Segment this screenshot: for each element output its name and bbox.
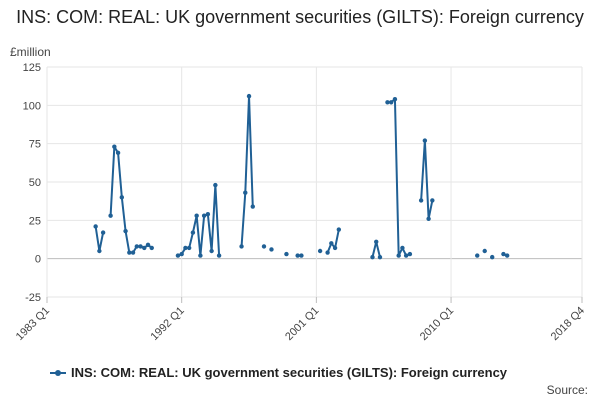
data-point[interactable]	[336, 227, 342, 232]
y-axis-ticks: -25 0 25 50 75 100 125	[23, 62, 41, 304]
y-tick-label: 25	[29, 215, 41, 227]
x-tick-label: 2018 Q4	[549, 305, 587, 343]
data-point[interactable]	[127, 250, 132, 255]
data-point[interactable]	[123, 228, 128, 234]
y-tick-label: 0	[35, 254, 41, 266]
data-point[interactable]	[179, 251, 184, 257]
series-line	[109, 145, 153, 254]
series-line	[94, 226, 105, 252]
data-point[interactable]	[93, 224, 98, 229]
data-point[interactable]	[175, 253, 181, 258]
series-line	[387, 98, 411, 257]
data-point[interactable]	[119, 195, 125, 200]
data-point[interactable]	[97, 248, 102, 254]
y-tick-label: 50	[29, 177, 41, 189]
series-line	[371, 240, 381, 258]
y-tick-label: 125	[23, 62, 41, 74]
data-point[interactable]	[385, 100, 390, 105]
x-tick-label: 2010 Q1	[418, 305, 456, 343]
y-axis-label: £million	[10, 45, 51, 59]
data-point[interactable]	[396, 253, 401, 258]
data-point[interactable]	[198, 253, 203, 258]
series-line	[240, 95, 254, 247]
x-tick-label: 1992 Q1	[148, 305, 186, 343]
data-point[interactable]	[430, 198, 435, 203]
data-point[interactable]	[504, 253, 510, 258]
legend-label: INS: COM: REAL: UK government securities…	[71, 365, 508, 380]
data-point[interactable]	[422, 138, 428, 143]
legend-swatch-icon	[50, 369, 66, 376]
data-point[interactable]	[482, 248, 487, 254]
y-tick-label: -25	[25, 292, 41, 304]
data-point[interactable]	[418, 198, 424, 203]
gridlines	[46, 66, 583, 298]
series-line	[420, 139, 434, 220]
data-point[interactable]	[142, 245, 147, 251]
data-point[interactable]	[299, 253, 304, 258]
data-point[interactable]	[216, 253, 222, 258]
data-point[interactable]	[243, 190, 248, 195]
data-point[interactable]	[374, 239, 379, 244]
data-point[interactable]	[205, 212, 211, 217]
data-point[interactable]	[145, 242, 151, 248]
data-point[interactable]	[407, 251, 413, 257]
data-point[interactable]	[183, 245, 188, 251]
data-point[interactable]	[250, 204, 255, 209]
legend[interactable]: INS: COM: REAL: UK government securities…	[50, 365, 507, 380]
data-point[interactable]	[190, 230, 196, 235]
series-line	[326, 229, 340, 253]
chart-title: INS: COM: REAL: UK government securities…	[16, 7, 584, 27]
data-point[interactable]	[108, 213, 113, 218]
data-point[interactable]	[100, 230, 106, 235]
data-point[interactable]	[317, 248, 323, 254]
data-point[interactable]	[213, 182, 218, 188]
data-point[interactable]	[130, 250, 136, 255]
data-point[interactable]	[209, 248, 214, 254]
y-tick-label: 100	[23, 100, 41, 112]
data-point[interactable]	[112, 144, 117, 149]
data-point[interactable]	[138, 244, 143, 249]
data-point[interactable]	[186, 245, 192, 251]
data-point[interactable]	[475, 253, 480, 258]
data-point[interactable]	[392, 97, 398, 102]
x-tick-label: 1983 Q1	[14, 305, 52, 343]
data-series	[93, 93, 510, 260]
data-point[interactable]	[403, 253, 409, 258]
data-point[interactable]	[377, 254, 383, 260]
data-point[interactable]	[332, 245, 338, 251]
data-point[interactable]	[329, 241, 334, 246]
data-point[interactable]	[388, 100, 394, 105]
data-point[interactable]	[284, 251, 289, 257]
data-point[interactable]	[239, 244, 244, 249]
data-point[interactable]	[246, 93, 252, 99]
x-tick-label: 2001 Q1	[283, 305, 321, 343]
data-point[interactable]	[194, 213, 199, 218]
data-point[interactable]	[370, 254, 375, 260]
data-point[interactable]	[115, 150, 121, 156]
data-point[interactable]	[426, 216, 431, 221]
data-point[interactable]	[269, 247, 274, 252]
y-tick-label: 75	[29, 139, 41, 151]
source-label: Source:	[546, 383, 588, 397]
data-point[interactable]	[501, 251, 506, 257]
data-point[interactable]	[134, 244, 139, 249]
data-point[interactable]	[400, 245, 405, 251]
x-axis-ticks: 1983 Q1 1992 Q1 2001 Q1 2010 Q1 2018 Q4	[14, 297, 587, 343]
data-point[interactable]	[201, 213, 207, 218]
data-point[interactable]	[149, 245, 154, 251]
data-point[interactable]	[325, 250, 330, 255]
data-point[interactable]	[261, 244, 267, 249]
data-point[interactable]	[295, 253, 300, 258]
data-point[interactable]	[490, 254, 495, 260]
